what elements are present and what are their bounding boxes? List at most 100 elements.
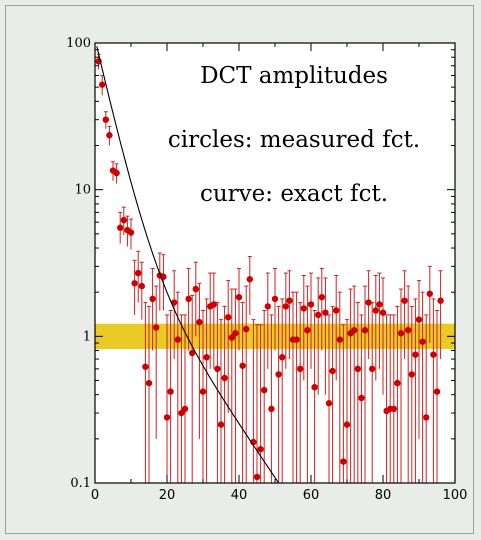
data-point [246, 276, 253, 283]
data-point [235, 293, 243, 301]
x-tick-label: 100 [443, 488, 468, 503]
chart-frame: 0 20 40 60 80 100 0.1 1 10 100 DCT amplitudes circl… [5, 5, 474, 534]
data-point [325, 400, 333, 407]
data-point [275, 371, 282, 378]
data-point [253, 473, 261, 481]
data-point [131, 280, 138, 287]
exact-curve [96, 46, 311, 483]
data-point [138, 282, 145, 290]
data-point [239, 362, 246, 369]
data-point [257, 446, 264, 453]
data-point [293, 336, 300, 343]
data-point [120, 216, 128, 224]
data-point [142, 363, 149, 370]
x-tick-label: 80 [375, 488, 392, 503]
data-point [181, 405, 189, 413]
data-point [419, 338, 426, 345]
data-point [243, 325, 250, 333]
data-point [336, 336, 343, 343]
data-point [408, 371, 415, 378]
x-tick-label: 40 [231, 488, 248, 503]
data-point [199, 388, 207, 395]
data-point [297, 365, 304, 373]
data-point [167, 388, 174, 395]
annotation-text: curve: exact fct. [200, 181, 388, 207]
data-point [329, 367, 336, 375]
y-tick-label: 1 [83, 329, 91, 344]
data-point [113, 169, 120, 177]
data-point [196, 318, 203, 326]
data-point [318, 293, 325, 301]
annotation-text: circles: measured fct. [168, 127, 420, 153]
data-point [365, 299, 372, 306]
data-point [372, 307, 379, 314]
data-point [430, 351, 437, 358]
data-point [135, 269, 142, 277]
data-point [300, 305, 307, 312]
data-point [117, 224, 124, 231]
data-point [351, 327, 358, 334]
data-point [225, 314, 232, 321]
data-point [145, 379, 153, 387]
data-point [433, 388, 441, 395]
data-point [426, 290, 433, 297]
data-point [189, 349, 196, 357]
data-point [333, 307, 340, 314]
y-tick-label: 0.1 [70, 476, 91, 491]
data-point [282, 303, 289, 310]
data-point [390, 405, 397, 413]
data-point [340, 458, 347, 465]
data-point [192, 285, 199, 293]
data-point [171, 299, 178, 306]
data-point [343, 421, 351, 428]
data-point [264, 303, 271, 310]
data-point [203, 354, 210, 361]
data-point [401, 297, 408, 304]
data-point [217, 421, 225, 428]
data-point [221, 374, 228, 382]
data-point [379, 309, 387, 316]
data-point [405, 327, 412, 334]
data-point [315, 311, 322, 319]
data-point [361, 327, 369, 334]
data-point [271, 295, 279, 303]
data-point [437, 297, 444, 304]
data-point [369, 365, 376, 373]
data-point [127, 229, 135, 236]
data-point [153, 324, 160, 331]
data-point [307, 301, 315, 308]
data-point [304, 327, 311, 334]
data-point [178, 409, 185, 417]
data-layer [95, 46, 444, 483]
data-point [163, 414, 171, 421]
x-tick-label: 0 [91, 488, 99, 503]
dct-amplitude-chart: 0 20 40 60 80 100 0.1 1 10 100 DCT amplitudes circl… [66, 36, 468, 503]
data-point [268, 405, 275, 413]
data-point [354, 365, 361, 373]
data-point [412, 351, 419, 358]
data-point [397, 330, 405, 337]
data-point [261, 386, 268, 394]
data-point [279, 354, 286, 361]
data-point [99, 81, 106, 88]
data-point [322, 309, 329, 316]
annotation-text: DCT amplitudes [200, 63, 388, 89]
y-tick-label: 100 [66, 36, 91, 51]
data-point [232, 330, 239, 337]
data-point [415, 316, 423, 323]
data-point [311, 383, 318, 391]
data-point [286, 297, 293, 304]
data-point [174, 336, 181, 343]
x-tick-label: 60 [303, 488, 320, 503]
y-tick-label: 10 [74, 183, 91, 198]
data-point [358, 394, 365, 402]
x-tick-label: 20 [159, 488, 176, 503]
data-point [210, 301, 217, 308]
data-point [102, 116, 110, 123]
data-point [228, 334, 235, 341]
data-point [214, 365, 221, 373]
data-point [423, 414, 430, 421]
data-point [106, 132, 113, 139]
data-point [149, 295, 156, 303]
data-point [185, 295, 192, 303]
